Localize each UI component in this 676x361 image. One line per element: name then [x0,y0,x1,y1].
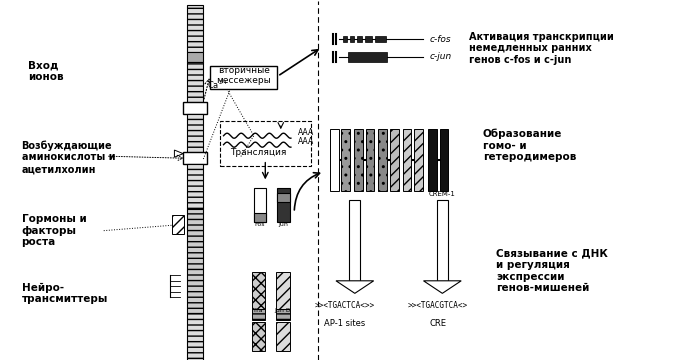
Bar [277,193,289,202]
Text: Fra: Fra [254,308,264,313]
Text: CREM-1: CREM-1 [429,191,456,196]
Bar [428,129,437,191]
Bar [350,36,354,42]
Bar [276,272,289,309]
Bar [254,213,266,222]
Bar [375,36,386,42]
Text: Активация транскрипции
немедленных ранних
генов c-fos и c-jun: Активация транскрипции немедленных ранни… [469,32,614,65]
Bar [343,36,347,42]
Bar [183,102,207,114]
Bar [379,129,387,191]
Text: >><TGACTCA<>>: >><TGACTCA<>> [314,301,375,310]
Bar [187,313,203,360]
Text: Вход
ионов: Вход ионов [28,60,64,82]
Bar [252,322,265,351]
Bar [277,188,289,222]
Bar [252,272,265,309]
Polygon shape [423,281,461,293]
Bar [439,129,448,191]
Bar [254,188,266,222]
Bar [187,209,203,313]
Text: Fos: Fos [255,222,265,227]
Text: Jun: Jun [279,222,289,227]
Bar [187,164,203,209]
Text: c-jun: c-jun [429,52,452,61]
Bar [437,200,448,281]
Bar [276,322,289,351]
Text: Возбуждающие
аминокислоты и
ацетилхолин: Возбуждающие аминокислоты и ацетилхолин [22,140,115,174]
Bar [357,36,362,42]
Bar [349,200,360,281]
Bar [276,309,289,320]
Polygon shape [174,150,183,157]
Text: CRE: CRE [429,318,446,327]
Bar [366,129,375,191]
Bar [354,129,363,191]
Bar [252,309,265,320]
Text: AAA: AAA [297,137,314,146]
Text: Связывание с ДНК
и регуляция
экспрессии
генов-мишеней: Связывание с ДНК и регуляция экспрессии … [496,249,608,293]
Text: c-fos: c-fos [429,35,451,44]
Bar [341,129,350,191]
Bar [187,5,203,52]
Text: Jun B: Jun B [274,308,291,313]
Text: Трансляция: Трансляция [231,148,287,157]
Bar [414,129,422,191]
Bar [403,129,412,191]
Text: Образование
гомо- и
гетеродимеров: Образование гомо- и гетеродимеров [483,129,576,162]
Bar [187,52,203,62]
Bar [172,214,184,234]
Polygon shape [336,281,374,293]
Bar [187,114,203,152]
Bar [210,66,277,89]
Bar [187,62,203,102]
Text: Нейро-
трансмиттеры: Нейро- трансмиттеры [22,283,108,304]
Bar [330,129,339,191]
Text: >><TGACGTCA<>: >><TGACGTCA<> [408,301,468,310]
Bar [390,129,399,191]
Text: Ca$^{2+}$: Ca$^{2+}$ [207,79,229,91]
Text: AAA: AAA [297,128,314,137]
Text: вторичные
мессежеры: вторичные мессежеры [216,66,271,86]
Text: AP-1 sites: AP-1 sites [324,318,365,327]
Bar [348,52,387,62]
Bar [365,36,372,42]
Bar [183,152,207,164]
Text: Гормоны и
факторы
роста: Гормоны и факторы роста [22,214,87,247]
